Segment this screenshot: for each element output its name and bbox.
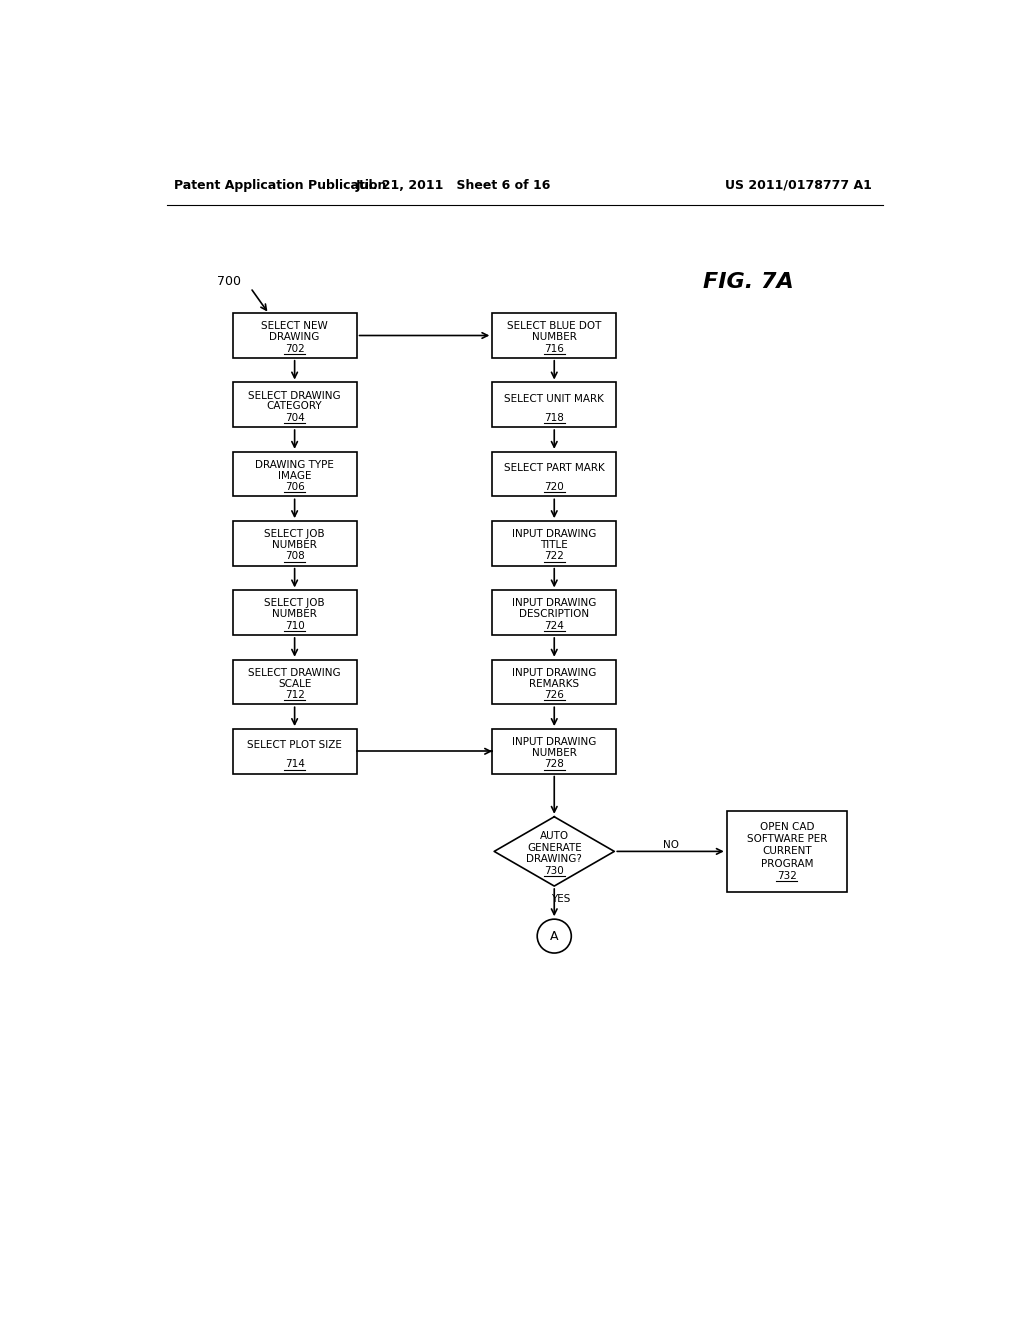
Text: NUMBER: NUMBER: [531, 333, 577, 342]
Text: SELECT NEW: SELECT NEW: [261, 321, 328, 331]
Text: REMARKS: REMARKS: [529, 678, 580, 689]
Text: NUMBER: NUMBER: [531, 748, 577, 758]
Text: US 2011/0178777 A1: US 2011/0178777 A1: [725, 178, 872, 191]
Text: IMAGE: IMAGE: [278, 471, 311, 480]
Text: 724: 724: [545, 620, 564, 631]
Text: 706: 706: [285, 482, 304, 492]
Text: 722: 722: [545, 552, 564, 561]
Bar: [232, 451, 356, 496]
Text: SELECT JOB: SELECT JOB: [264, 529, 325, 539]
Bar: [493, 383, 616, 428]
Text: 726: 726: [545, 690, 564, 700]
Text: DESCRIPTION: DESCRIPTION: [519, 610, 590, 619]
Text: 730: 730: [545, 866, 564, 875]
Text: GENERATE: GENERATE: [527, 842, 582, 853]
Text: SCALE: SCALE: [278, 678, 311, 689]
Text: 704: 704: [285, 413, 304, 422]
Text: DRAWING TYPE: DRAWING TYPE: [255, 459, 334, 470]
Bar: [232, 521, 356, 566]
Bar: [493, 313, 616, 358]
Text: SELECT BLUE DOT: SELECT BLUE DOT: [507, 321, 601, 331]
Bar: [493, 729, 616, 774]
Text: SELECT JOB: SELECT JOB: [264, 598, 325, 609]
Text: DRAWING?: DRAWING?: [526, 854, 583, 865]
Text: OPEN CAD: OPEN CAD: [760, 822, 814, 832]
Text: CATEGORY: CATEGORY: [267, 401, 323, 412]
Text: NUMBER: NUMBER: [272, 610, 317, 619]
Bar: [493, 521, 616, 566]
Bar: [232, 383, 356, 428]
Bar: [232, 729, 356, 774]
Bar: [493, 660, 616, 705]
Bar: [232, 660, 356, 705]
Text: INPUT DRAWING: INPUT DRAWING: [512, 598, 596, 609]
Text: 716: 716: [545, 343, 564, 354]
Text: Jul. 21, 2011   Sheet 6 of 16: Jul. 21, 2011 Sheet 6 of 16: [355, 178, 551, 191]
Text: AUTO: AUTO: [540, 832, 568, 841]
Text: CURRENT: CURRENT: [762, 846, 812, 857]
Text: 718: 718: [545, 413, 564, 422]
Text: SOFTWARE PER: SOFTWARE PER: [746, 834, 827, 843]
Circle shape: [538, 919, 571, 953]
Text: TITLE: TITLE: [541, 540, 568, 550]
Text: SELECT DRAWING: SELECT DRAWING: [248, 391, 341, 400]
Text: 708: 708: [285, 552, 304, 561]
Text: A: A: [550, 929, 558, 942]
Text: INPUT DRAWING: INPUT DRAWING: [512, 737, 596, 747]
Text: FIG. 7A: FIG. 7A: [702, 272, 794, 292]
Text: INPUT DRAWING: INPUT DRAWING: [512, 668, 596, 677]
Text: Patent Application Publication: Patent Application Publication: [174, 178, 387, 191]
Bar: [232, 590, 356, 635]
Text: NO: NO: [663, 841, 679, 850]
Bar: [727, 810, 847, 892]
Text: SELECT DRAWING: SELECT DRAWING: [248, 668, 341, 677]
Text: PROGRAM: PROGRAM: [761, 859, 813, 869]
Text: YES: YES: [551, 894, 570, 904]
Text: NUMBER: NUMBER: [272, 540, 317, 550]
Text: 712: 712: [285, 690, 304, 700]
Bar: [493, 451, 616, 496]
Text: INPUT DRAWING: INPUT DRAWING: [512, 529, 596, 539]
Text: 710: 710: [285, 620, 304, 631]
Text: 720: 720: [545, 482, 564, 492]
Text: 700: 700: [217, 275, 241, 288]
Text: 714: 714: [285, 759, 304, 770]
Bar: [232, 313, 356, 358]
Text: 732: 732: [777, 871, 797, 880]
Bar: [493, 590, 616, 635]
Text: SELECT PLOT SIZE: SELECT PLOT SIZE: [247, 741, 342, 750]
Text: SELECT PART MARK: SELECT PART MARK: [504, 463, 604, 473]
Text: DRAWING: DRAWING: [269, 333, 319, 342]
Text: 728: 728: [545, 759, 564, 770]
Text: 702: 702: [285, 343, 304, 354]
Text: SELECT UNIT MARK: SELECT UNIT MARK: [504, 393, 604, 404]
